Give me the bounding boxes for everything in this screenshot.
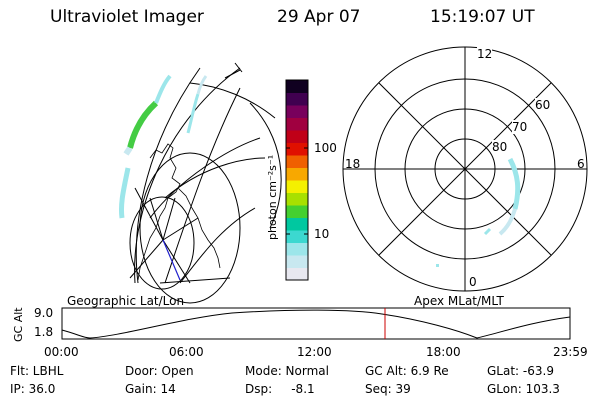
lat-label-80: 80 [492,140,508,154]
colorbar-segment [286,92,308,106]
colorbar-segment [286,142,308,156]
observation-date: 29 Apr 07 [277,7,361,27]
status-dsp: Dsp: -8.1 [245,382,315,396]
altitude-timeline [61,307,571,340]
colorbar-unit-label: photon cm⁻²s⁻¹ [266,154,279,240]
colorbar-segment [286,242,308,256]
geo-caption: Geographic Lat/Lon [67,294,185,308]
status-ip: IP: 36.0 [10,382,56,396]
colorbar-segment [286,230,308,243]
alt-tick-1-8: 1.8 [34,325,54,339]
time-tick-0600: 06:00 [169,345,204,359]
time-tick-2359: 23:59 [553,345,588,359]
mlt-label-6: 6 [577,157,585,171]
status-gc-alt: GC Alt: 6.9 Re [365,364,449,378]
colorbar-tick-100: 100 [314,141,337,155]
gc-alt-axis-label: GC Alt [12,307,25,342]
colorbar-segment [286,130,308,143]
apex-caption: Apex MLat/MLT [414,294,504,308]
status-mode: Mode: Normal [245,364,329,378]
lat-label-60: 60 [535,98,551,112]
mlt-label-18: 18 [345,157,361,171]
colorbar-segment [286,205,308,218]
colorbar-segment [286,80,308,93]
polar-mlt-plot [342,46,588,292]
colorbar-segment [286,105,308,118]
colorbar-segment [286,180,308,193]
geographic-map [119,62,282,304]
colorbar-tick-10: 10 [314,227,330,241]
status-glon: GLon: 103.3 [487,382,560,396]
time-tick-1800: 18:00 [426,345,461,359]
status-filter: Flt: LBHL [10,364,64,378]
observation-time: 15:19:07 UT [430,7,535,27]
colorbar-segment [286,192,308,206]
colorbar-segment [286,117,308,131]
colorbar-segment [286,267,308,281]
status-seq: Seq: 39 [365,382,411,396]
lat-label-70: 70 [512,120,528,134]
time-tick-0000: 00:00 [44,345,79,359]
time-tick-1200: 12:00 [297,345,332,359]
mlt-label-0: 0 [469,275,477,289]
status-door: Door: Open [125,364,194,378]
colorbar-segment [286,167,308,181]
color-scale-bar [285,79,309,281]
colorbar-segment [286,255,308,268]
alt-tick-9: 9.0 [34,306,54,320]
instrument-title: Ultraviolet Imager [50,7,204,27]
colorbar-segment [286,155,308,168]
status-gain: Gain: 14 [125,382,176,396]
status-glat: GLat: -63.9 [487,364,554,378]
mlt-label-12: 12 [477,47,493,61]
colorbar-segment [286,217,308,231]
